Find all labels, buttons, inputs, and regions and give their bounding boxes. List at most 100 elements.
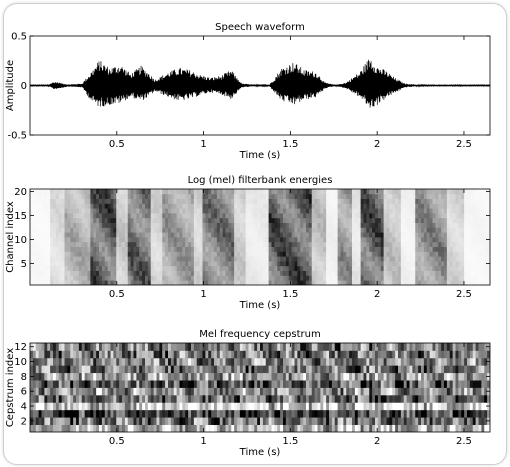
heatmap-cell: [435, 261, 439, 267]
heatmap-cell: [96, 343, 100, 351]
heatmap-cell: [380, 409, 385, 418]
heatmap-cell: [96, 246, 100, 252]
heatmap-cell: [306, 387, 310, 396]
heatmap-cell: [182, 208, 186, 214]
heatmap-cell: [58, 237, 63, 243]
heatmap-cell: [478, 270, 482, 276]
heatmap-cell: [400, 241, 405, 247]
heatmap-cell: [222, 387, 226, 396]
heatmap-cell: [130, 227, 134, 233]
heatmap-cell: [369, 246, 373, 252]
heatmap-cell: [245, 251, 249, 257]
heatmap-cell: [262, 270, 267, 276]
heatmap-cell: [248, 424, 252, 432]
heatmap-cell: [406, 275, 410, 281]
heatmap-cell: [93, 203, 97, 209]
heatmap-cell: [403, 357, 408, 366]
heatmap-cell: [222, 198, 226, 204]
heatmap-cell: [44, 241, 48, 247]
heatmap-cell: [323, 189, 327, 195]
heatmap-cell: [469, 193, 474, 199]
heatmap-cell: [340, 251, 344, 257]
heatmap-cell: [219, 222, 224, 228]
heatmap-cell: [245, 424, 249, 432]
heatmap-cell: [41, 261, 45, 267]
heatmap-cell: [349, 203, 353, 209]
heatmap-cell: [58, 402, 63, 411]
heatmap-cell: [61, 417, 65, 425]
heatmap-cell: [96, 237, 100, 243]
heatmap-cell: [193, 237, 198, 243]
heatmap-cell: [352, 203, 356, 209]
heatmap-cell: [487, 251, 490, 257]
heatmap-cell: [403, 232, 408, 238]
heatmap-cell: [357, 380, 362, 388]
heatmap-cell: [308, 227, 313, 233]
heatmap-cell: [208, 213, 212, 219]
heatmap-cell: [81, 280, 86, 285]
heatmap-cell: [395, 256, 399, 262]
heatmap-cell: [159, 350, 163, 359]
heatmap-cell: [395, 246, 399, 252]
heatmap-cell: [130, 237, 134, 243]
heatmap-cell: [104, 222, 109, 228]
heatmap-cell: [50, 261, 54, 267]
heatmap-cell: [84, 189, 88, 195]
heatmap-cell: [274, 227, 278, 233]
heatmap-cell: [211, 387, 215, 396]
heatmap-cell: [55, 198, 60, 204]
heatmap-cell: [458, 246, 462, 252]
heatmap-cell: [214, 409, 218, 418]
heatmap-cell: [35, 208, 40, 214]
heatmap-cell: [343, 189, 347, 195]
heatmap-cell: [185, 372, 189, 381]
heatmap-cell: [257, 203, 261, 209]
heatmap-cell: [153, 193, 157, 199]
heatmap-cell: [329, 198, 333, 204]
heatmap-cell: [55, 380, 60, 388]
heatmap-cell: [444, 189, 448, 195]
heatmap-cell: [211, 402, 215, 411]
heatmap-cell: [127, 208, 132, 214]
heatmap-cell: [320, 409, 324, 418]
heatmap-cell: [306, 189, 310, 195]
heatmap-cell: [343, 409, 347, 418]
heatmap-cell: [104, 394, 109, 403]
heatmap-cell: [50, 222, 54, 228]
heatmap-cell: [274, 198, 278, 204]
heatmap-cell: [32, 387, 37, 396]
heatmap-cell: [294, 251, 298, 257]
heatmap-cell: [314, 365, 318, 374]
heatmap-cell: [464, 203, 468, 209]
heatmap-cell: [257, 365, 261, 374]
heatmap-cell: [421, 409, 425, 418]
heatmap-cell: [99, 424, 103, 432]
heatmap-cell: [234, 189, 238, 195]
heatmap-cell: [280, 265, 284, 271]
heatmap-cell: [130, 343, 134, 351]
heatmap-cell: [412, 222, 416, 228]
heatmap-cell: [228, 380, 232, 388]
heatmap-cell: [444, 203, 448, 209]
heatmap-cell: [122, 256, 126, 262]
heatmap-cell: [475, 256, 479, 262]
heatmap-cell: [257, 350, 261, 359]
heatmap-cell: [291, 203, 295, 209]
heatmap-cell: [403, 256, 408, 262]
heatmap-cell: [340, 350, 344, 359]
heatmap-cell: [191, 193, 195, 199]
heatmap-cell: [113, 409, 117, 418]
heatmap-cell: [30, 203, 34, 209]
heatmap-cell: [317, 270, 321, 276]
heatmap-cell: [228, 394, 232, 403]
heatmap-cell: [297, 227, 301, 233]
heatmap-cell: [228, 280, 232, 285]
heatmap-cell: [329, 424, 333, 432]
heatmap-cell: [142, 357, 146, 366]
heatmap-cell: [369, 232, 373, 238]
heatmap-cell: [288, 241, 293, 247]
heatmap-cell: [395, 237, 399, 243]
heatmap-cell: [323, 365, 327, 374]
heatmap-cell: [35, 280, 40, 285]
